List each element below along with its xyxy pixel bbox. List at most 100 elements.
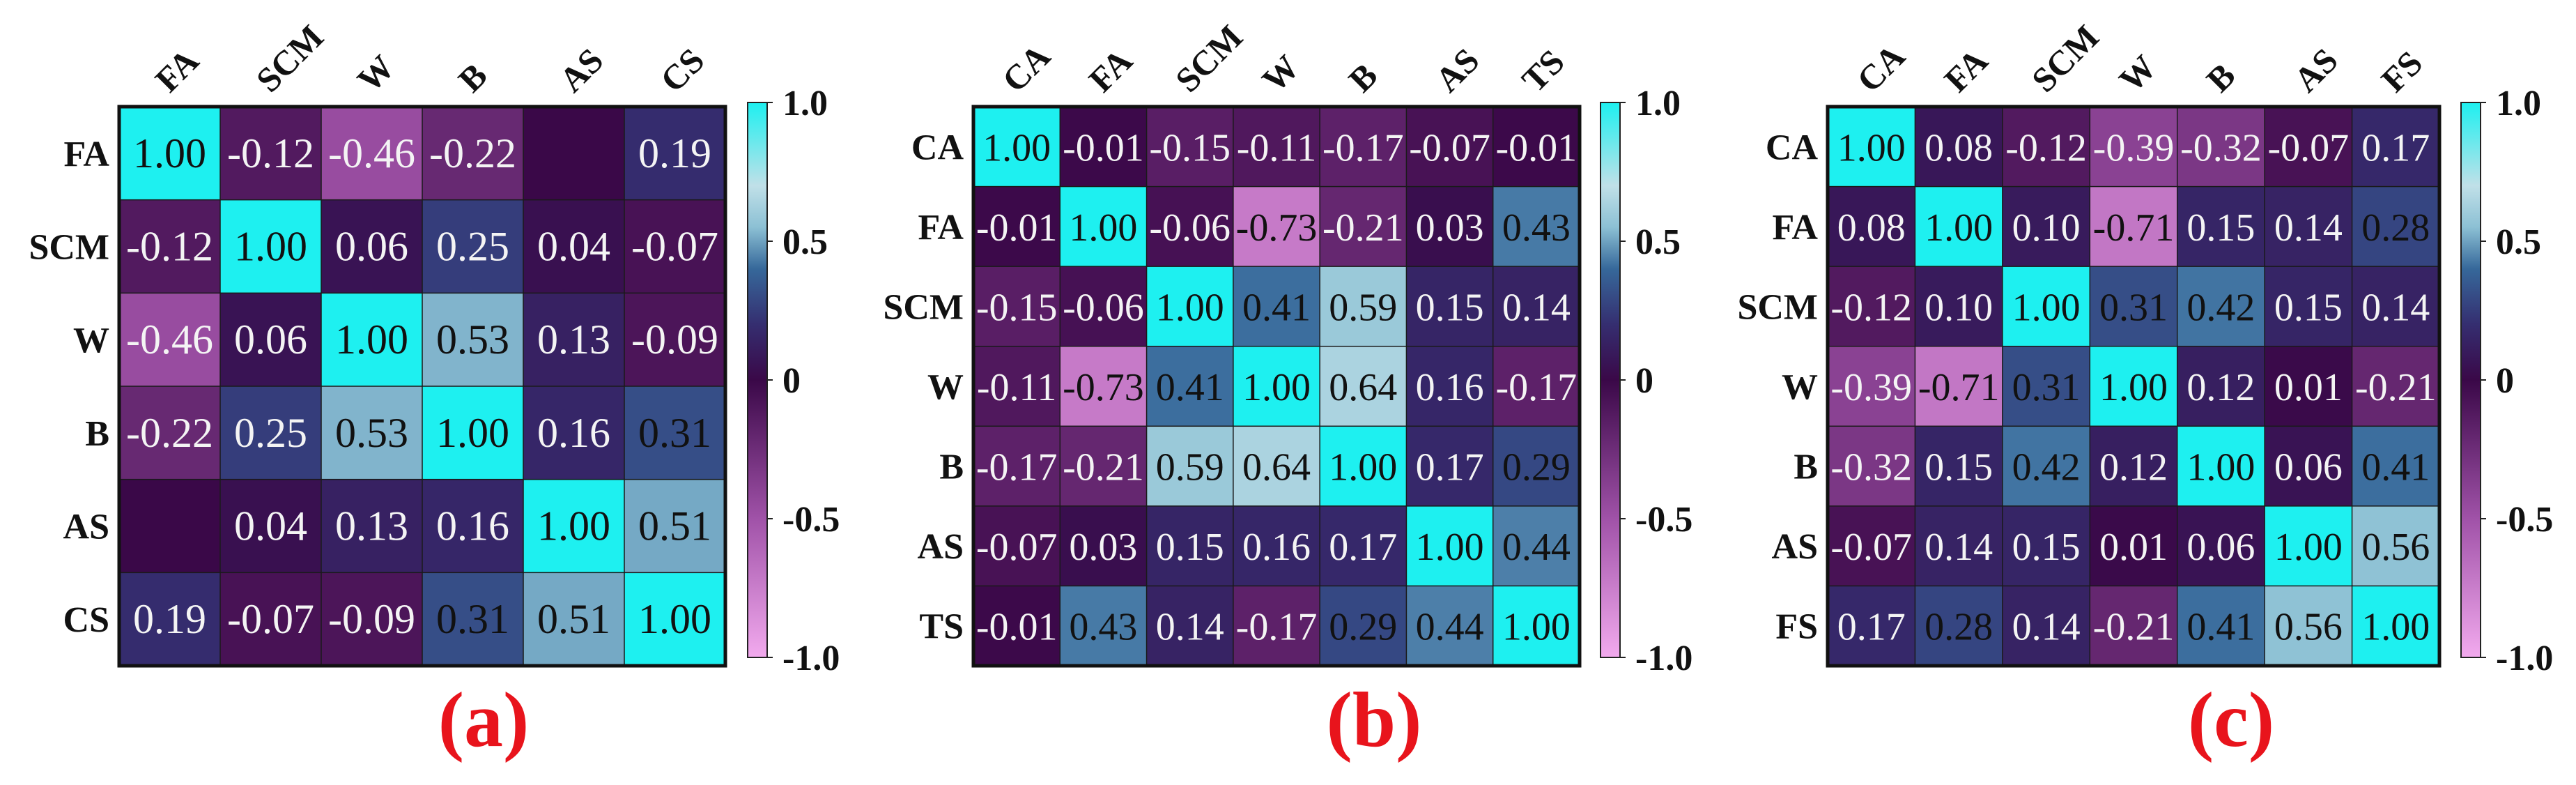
heatmap-cell [1319, 505, 1407, 587]
cell-value-label: 0.28 [2361, 206, 2430, 250]
heatmap-cell [2351, 185, 2441, 268]
cell-value-label: 1.00 [234, 224, 307, 270]
colorbar-tick-label: -0.5 [2496, 500, 2553, 540]
heatmap-cell [1146, 106, 1235, 188]
cell-value-label: 0.31 [2012, 366, 2081, 409]
cell-value-label: -0.07 [1830, 526, 1912, 569]
heatmap-cell [973, 585, 1061, 667]
cell-value-label: 0.01 [2099, 526, 2168, 569]
heatmap-cell [422, 106, 525, 201]
cell-value-label: -0.17 [1322, 126, 1404, 169]
column-label: FS [2373, 43, 2430, 100]
colorbar-tick-label: 1.0 [1635, 84, 1681, 123]
row-label: CA [911, 128, 964, 167]
row-label: TS [919, 607, 964, 647]
cell-value-label: -0.07 [227, 596, 314, 642]
heatmap-cell [1492, 266, 1581, 347]
cell-value-label: -0.73 [1063, 366, 1144, 409]
cell-value-label: 0.41 [1156, 366, 1224, 409]
heatmap-cell [523, 386, 626, 480]
column-label: AS [2286, 40, 2345, 100]
cell-value-label: -0.12 [1830, 286, 1912, 329]
row-label: B [1794, 448, 1818, 487]
cell-value-label: 0.59 [1329, 286, 1397, 329]
cell-value-label: 0.42 [2012, 446, 2081, 489]
cell-value-label: 0.14 [1156, 606, 1224, 649]
heatmap-panel-c: 1.00 0.08 -0.12 -0.39 -0.32 -0.07 0.170.08 1.00… [1737, 17, 2553, 763]
heatmap-cell [2002, 505, 2091, 587]
heatmap-cell [2176, 266, 2266, 347]
cell-value-label: -0.09 [328, 596, 415, 642]
column-label: B [1341, 56, 1385, 100]
heatmap-cell [1319, 266, 1407, 347]
heatmap-cell [2264, 425, 2353, 508]
heatmap-cell [118, 106, 222, 201]
row-label: B [939, 448, 964, 487]
heatmap-cell [1492, 345, 1581, 427]
heatmap-cell [1914, 345, 2004, 427]
cell-value-label: 0.43 [1502, 206, 1571, 250]
cell-value-label: 1.00 [1329, 446, 1397, 489]
cell-value-label: 0.64 [1242, 446, 1311, 489]
cell-value-label: 0.12 [2186, 366, 2255, 409]
heatmap-cell [321, 572, 424, 667]
heatmap-cell [118, 292, 222, 388]
cell-value-label: 0.59 [1156, 446, 1224, 489]
cell-value-label: -0.01 [1063, 126, 1144, 169]
column-label: FA [148, 41, 206, 100]
cell-value-label: 0.41 [2186, 606, 2255, 649]
heatmap-cell [2176, 185, 2266, 268]
colorbar-tick-label: 0.5 [2496, 222, 2541, 262]
heatmap-cell [2176, 505, 2266, 587]
cell-value-label: 1.00 [335, 317, 408, 363]
row-label: FS [1775, 607, 1818, 647]
cell-value-label: 0.51 [537, 596, 610, 642]
cell-value-label: 0.29 [1502, 446, 1571, 489]
cell-value-label: 0.16 [436, 503, 509, 549]
colorbar-tick-label: 0 [2496, 361, 2514, 401]
heatmap-cell [1146, 425, 1235, 508]
heatmap-cell [422, 386, 525, 480]
column-label: CA [994, 36, 1058, 100]
heatmap-cell [219, 106, 323, 201]
heatmap-cell [2089, 585, 2178, 667]
heatmap-cell [2264, 266, 2353, 347]
cell-value-label: 1.00 [2099, 366, 2168, 409]
cell-value-label: 0.44 [1502, 526, 1571, 569]
cell-value-label: 0.13 [335, 503, 408, 549]
cell-value-label: -0.21 [2093, 606, 2175, 649]
heatmap-cell [1827, 425, 1916, 508]
heatmap-cell [2176, 345, 2266, 427]
cell-value-label: -0.39 [1830, 366, 1912, 409]
cell-value-label: 0.15 [1156, 526, 1224, 569]
cell-value-label: -0.11 [977, 366, 1057, 409]
cell-value-label: 0.44 [1416, 606, 1484, 649]
colorbar-tick-label: -1.0 [2496, 639, 2553, 678]
heatmap-cell [1827, 266, 1916, 347]
cell-value-label: -0.09 [631, 317, 718, 363]
cell-value-label: 0.06 [2186, 526, 2255, 569]
cell-value-label: -0.12 [227, 130, 314, 176]
colorbar-tick-label: -0.5 [782, 500, 840, 540]
heatmap-cell [1405, 266, 1494, 347]
heatmap-cell [1827, 185, 1916, 268]
heatmap-cell [2264, 185, 2353, 268]
heatmap-panel-a: 1.00 -0.12 -0.46 -0.22 0.19-0.12 1.00 0.06 0.25… [29, 17, 840, 763]
cell-value-label: 0.16 [1242, 526, 1311, 569]
heatmap-cell [118, 478, 222, 574]
colorbar-tick-label: -1.0 [1635, 639, 1692, 678]
cell-value-label: 0.29 [1329, 606, 1397, 649]
heatmap-cell [1233, 185, 1321, 268]
panel-label: (b) [1327, 677, 1422, 763]
cell-value-label: 0.14 [2012, 606, 2081, 649]
heatmap-cell [2351, 505, 2441, 587]
heatmap-cell [2176, 106, 2266, 188]
cell-value-label: -0.22 [126, 410, 213, 456]
cell-value-label: -0.22 [429, 130, 516, 176]
cell-value-label: 0.15 [2274, 286, 2343, 329]
cell-value-label: 0.31 [638, 410, 711, 456]
heatmap-cell [321, 386, 424, 480]
row-label: CA [1766, 128, 1819, 167]
cell-value-label: 1.00 [2186, 446, 2255, 489]
cell-value-label: 0.17 [1837, 606, 1906, 649]
